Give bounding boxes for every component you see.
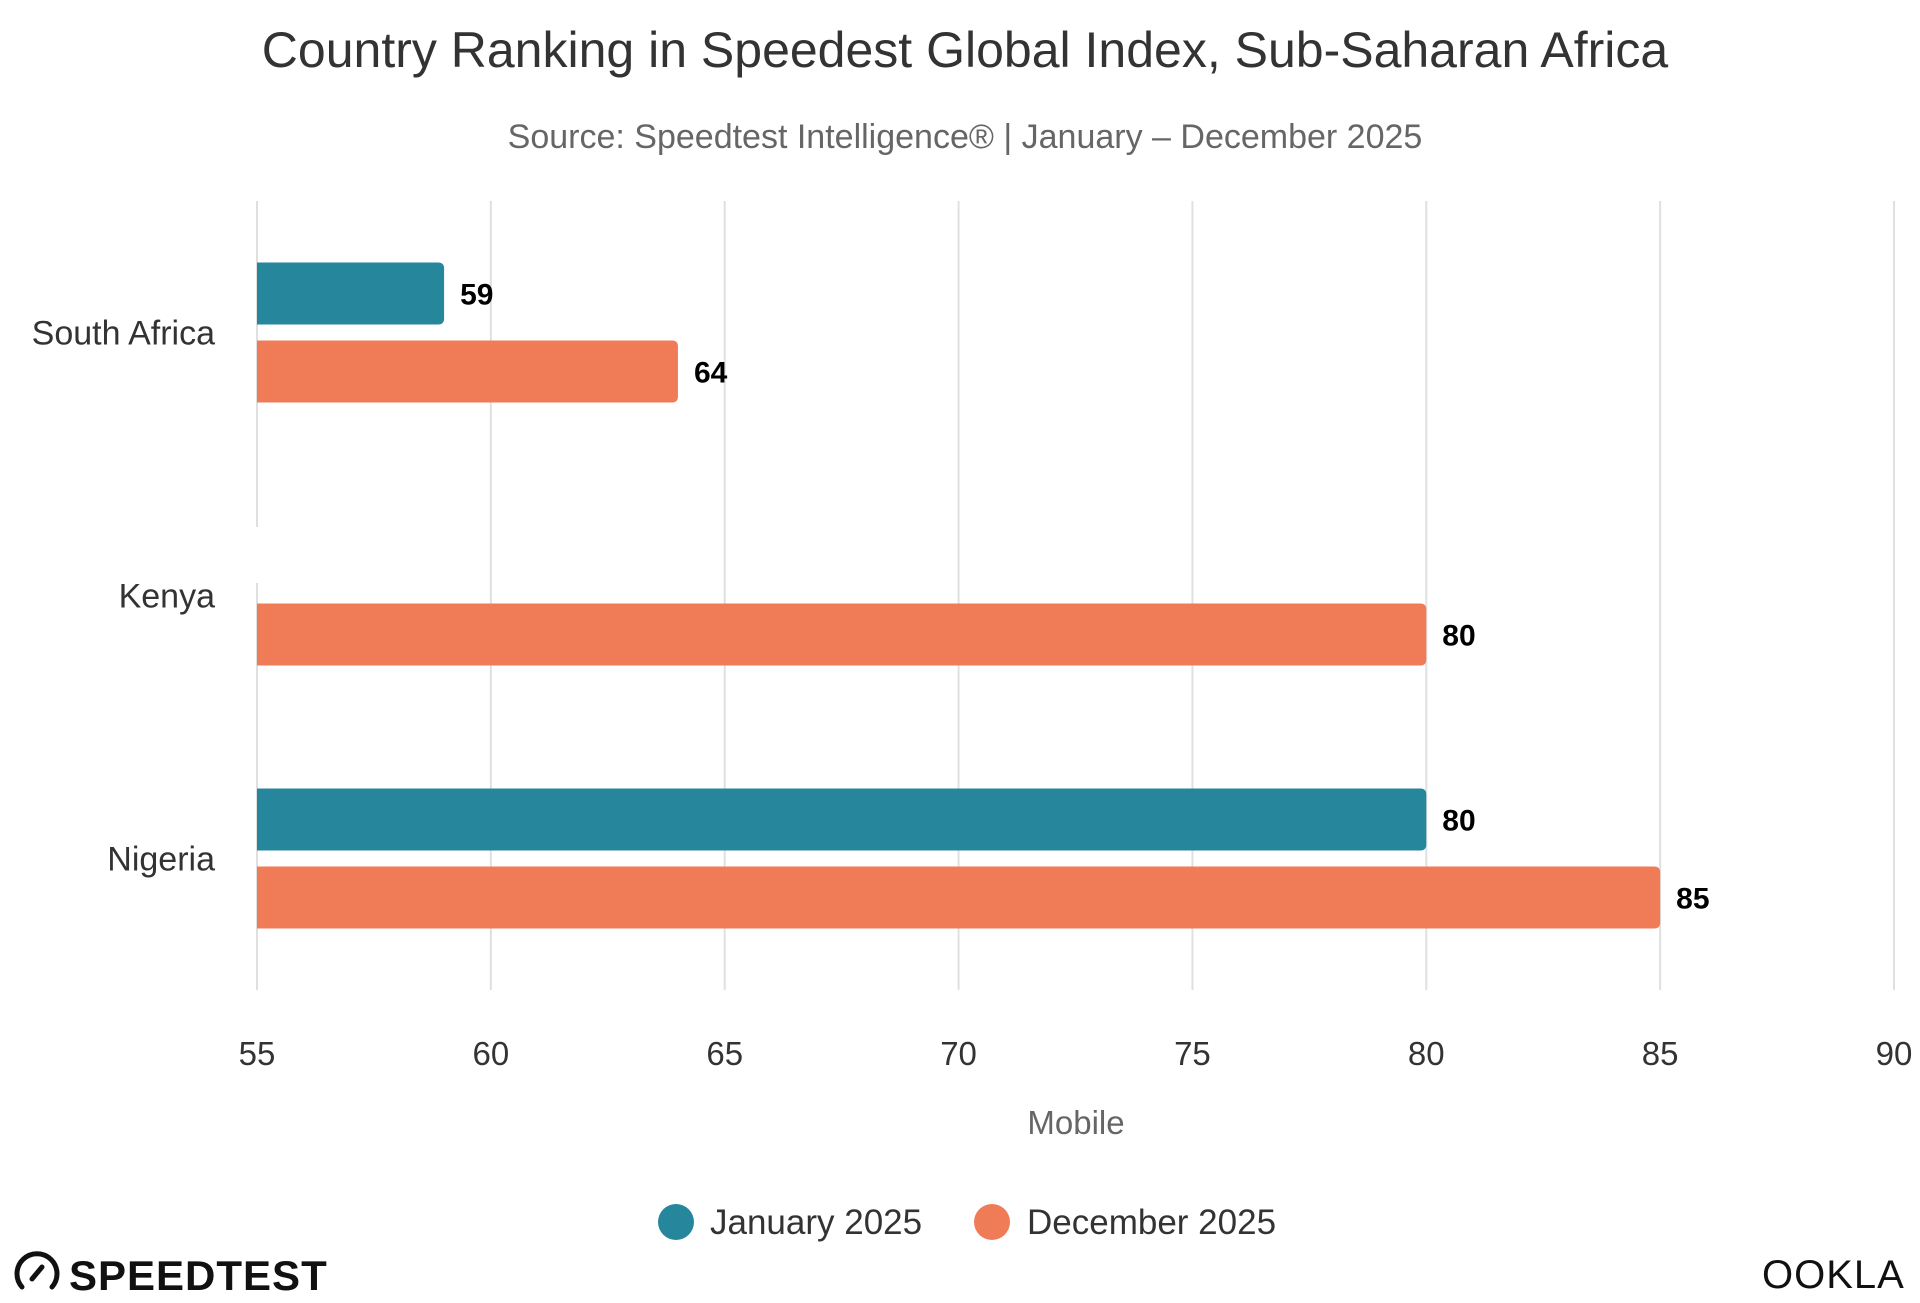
category-label: Kenya bbox=[119, 578, 215, 616]
x-tick-label: 60 bbox=[472, 1035, 509, 1072]
legend: January 2025 December 2025 bbox=[658, 1203, 1276, 1242]
data-label: 80 bbox=[1442, 805, 1475, 838]
legend-item: January 2025 bbox=[658, 1203, 922, 1242]
data-label: 64 bbox=[694, 357, 728, 390]
x-axis-title: Mobile bbox=[1027, 1104, 1124, 1141]
speedtest-logo: SPEEDTEST bbox=[14, 1251, 328, 1299]
bar bbox=[257, 603, 1427, 666]
speedometer-gauge-icon bbox=[14, 1251, 60, 1290]
speedtest-wordmark: SPEEDTEST bbox=[69, 1252, 328, 1299]
bar bbox=[257, 340, 678, 403]
ookla-logo: OOKLA bbox=[1762, 1253, 1905, 1297]
data-labels: 59 64 80 80 85 bbox=[460, 279, 1709, 916]
chart-subtitle: Source: Speedtest Intelligence® | Januar… bbox=[508, 118, 1423, 156]
legend-label: December 2025 bbox=[1027, 1203, 1276, 1242]
legend-swatch bbox=[974, 1204, 1010, 1240]
x-tick-label: 65 bbox=[706, 1035, 743, 1072]
ookla-wordmark: OOKLA bbox=[1762, 1253, 1905, 1297]
x-tick-label: 75 bbox=[1174, 1035, 1211, 1072]
x-tick-label: 55 bbox=[239, 1035, 276, 1072]
bar bbox=[257, 788, 1427, 851]
x-tick-label: 85 bbox=[1642, 1035, 1679, 1072]
data-label: 85 bbox=[1676, 883, 1709, 916]
category-labels: South Africa Kenya Nigeria bbox=[32, 315, 215, 879]
x-tick-label: 80 bbox=[1408, 1035, 1445, 1072]
legend-swatch bbox=[658, 1204, 694, 1240]
legend-item: December 2025 bbox=[974, 1203, 1276, 1242]
x-tick-label: 90 bbox=[1876, 1035, 1913, 1072]
legend-label: January 2025 bbox=[710, 1203, 922, 1242]
bars bbox=[257, 262, 1661, 929]
data-label: 59 bbox=[460, 279, 493, 312]
x-tick-labels: 55 60 65 70 75 80 85 90 bbox=[239, 1035, 1913, 1072]
category-label: South Africa bbox=[32, 315, 215, 353]
data-label: 80 bbox=[1442, 620, 1475, 653]
bar bbox=[257, 866, 1661, 929]
category-label: Nigeria bbox=[107, 841, 215, 879]
gridlines bbox=[256, 201, 1895, 990]
chart-title: Country Ranking in Speedest Global Index… bbox=[262, 22, 1669, 78]
x-tick-label: 70 bbox=[940, 1035, 977, 1072]
bar bbox=[257, 262, 445, 325]
